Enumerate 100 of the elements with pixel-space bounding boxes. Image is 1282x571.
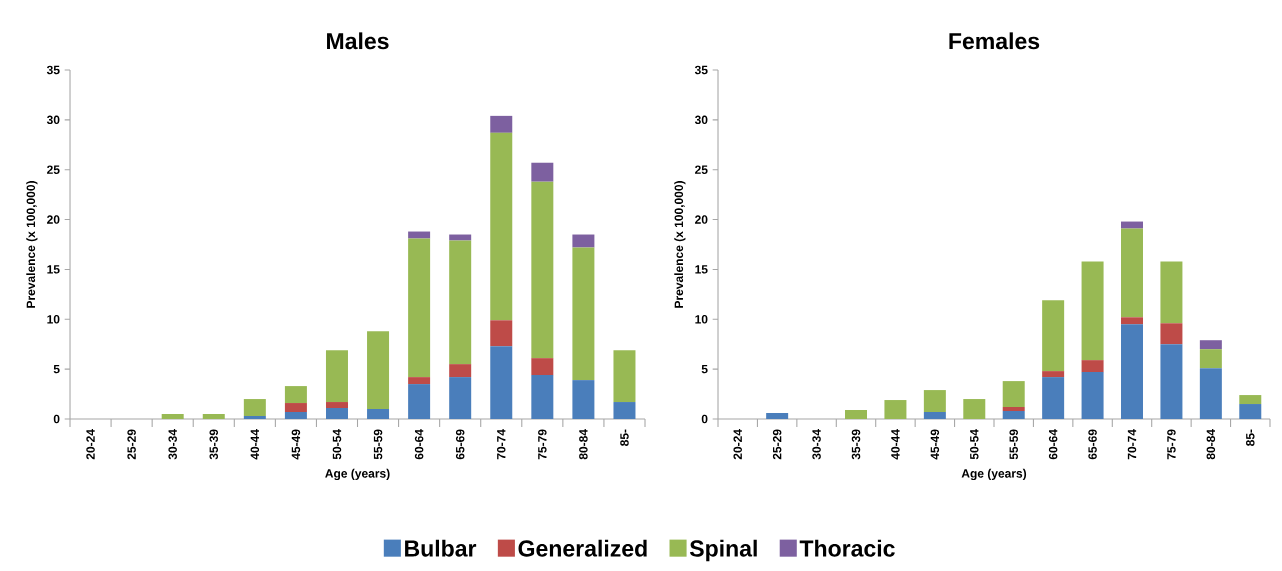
- x-tick-label: 85-: [620, 429, 629, 446]
- legend-label: Bulbar: [405, 539, 477, 557]
- x-axis-title: Age (years): [961, 468, 1027, 481]
- bar: [531, 375, 554, 419]
- x-tick-label: 55-59: [1009, 429, 1018, 460]
- y-tick-label: 20: [695, 215, 708, 224]
- bar: [766, 413, 789, 419]
- bar: [1239, 395, 1262, 405]
- bar: [531, 358, 554, 376]
- bar: [1002, 411, 1025, 419]
- y-tick-label: 35: [694, 65, 708, 75]
- y-tick-label: 5: [53, 364, 60, 374]
- bar: [325, 350, 348, 403]
- bar: [490, 115, 513, 133]
- bar: [325, 402, 348, 409]
- bar: [1081, 360, 1104, 373]
- bar: [1081, 372, 1104, 419]
- bar: [1042, 300, 1065, 372]
- bar: [1160, 261, 1183, 324]
- x-tick-label: 50-54: [332, 429, 342, 460]
- y-tick-label: 15: [695, 265, 708, 274]
- bar: [1042, 371, 1065, 378]
- bar: [1121, 317, 1143, 325]
- bar: [490, 346, 513, 419]
- bar: [1160, 323, 1183, 345]
- legend-label: Spinal: [689, 539, 757, 562]
- x-tick-label: 30-34: [812, 429, 821, 460]
- bar: [923, 390, 946, 413]
- legend-label: Generalized: [518, 539, 647, 557]
- bar: [613, 402, 636, 419]
- bar: [884, 400, 907, 419]
- bar: [572, 380, 595, 419]
- x-tick-label: 25-29: [127, 429, 136, 460]
- y-tick-label: 10: [47, 315, 60, 324]
- bar: [613, 350, 636, 403]
- bar: [1042, 377, 1065, 419]
- x-tick-label: 25-29: [772, 429, 782, 460]
- x-tick-label: 45-49: [291, 429, 301, 460]
- bar: [923, 412, 946, 419]
- bar: [490, 132, 513, 321]
- y-tick-label: 0: [53, 414, 60, 424]
- x-tick-label: 80-84: [1206, 429, 1216, 460]
- x-tick-label: 65-69: [455, 429, 465, 460]
- bar: [449, 240, 472, 365]
- bar: [845, 410, 867, 419]
- chart-title: Females: [949, 32, 1040, 50]
- bar: [367, 331, 390, 410]
- y-tick-label: 10: [695, 315, 708, 324]
- x-tick-label: 20-24: [86, 429, 95, 460]
- y-tick-label: 0: [701, 414, 708, 424]
- y-tick-label: 25: [695, 165, 708, 174]
- bar: [449, 234, 472, 241]
- bar: [161, 414, 184, 419]
- x-tick-label: 70-74: [1127, 429, 1137, 460]
- bar: [1160, 344, 1183, 419]
- bar: [1199, 340, 1222, 350]
- bar: [284, 386, 307, 404]
- bar: [243, 399, 266, 416]
- legend-label: Thoracic: [799, 539, 895, 557]
- bar: [408, 377, 431, 385]
- x-tick-label: 80-84: [579, 429, 588, 460]
- bar: [1239, 404, 1262, 419]
- x-tick-label: 20-24: [733, 429, 742, 460]
- bar: [1199, 349, 1222, 369]
- bar: [243, 416, 266, 419]
- bar: [449, 377, 472, 419]
- y-axis-title: Prevalence (x 100,000): [26, 181, 38, 308]
- y-tick-label: 25: [47, 165, 60, 174]
- bar: [367, 409, 390, 419]
- bar: [408, 238, 431, 378]
- x-tick-label: 35-39: [209, 429, 219, 460]
- bar: [284, 412, 307, 419]
- y-tick-label: 15: [47, 265, 60, 274]
- bar: [202, 414, 225, 419]
- x-tick-label: 60-64: [1048, 429, 1058, 460]
- bar: [572, 247, 595, 381]
- x-tick-label: 55-59: [373, 429, 383, 460]
- x-tick-label: 60-64: [414, 429, 424, 460]
- x-tick-label: 40-44: [250, 429, 260, 460]
- x-tick-label: 85-: [1246, 429, 1255, 446]
- y-tick-label: 20: [47, 215, 60, 224]
- bar: [1121, 228, 1143, 318]
- bar: [1002, 381, 1025, 408]
- x-tick-label: 45-49: [930, 429, 940, 460]
- bar: [490, 320, 513, 347]
- bar: [1121, 324, 1143, 419]
- y-tick-label: 30: [46, 115, 60, 125]
- y-tick-label: 35: [46, 65, 60, 75]
- bar: [572, 234, 595, 248]
- y-tick-label: 5: [701, 364, 708, 374]
- bar: [408, 231, 431, 239]
- y-tick-label: 30: [694, 115, 708, 125]
- x-tick-label: 70-74: [497, 429, 506, 460]
- bar: [531, 181, 554, 359]
- bar: [1002, 407, 1025, 412]
- x-tick-label: 35-39: [851, 429, 861, 460]
- bar: [1199, 368, 1222, 419]
- x-tick-label: 40-44: [891, 429, 900, 460]
- x-tick-label: 50-54: [970, 429, 979, 460]
- bar: [963, 399, 986, 419]
